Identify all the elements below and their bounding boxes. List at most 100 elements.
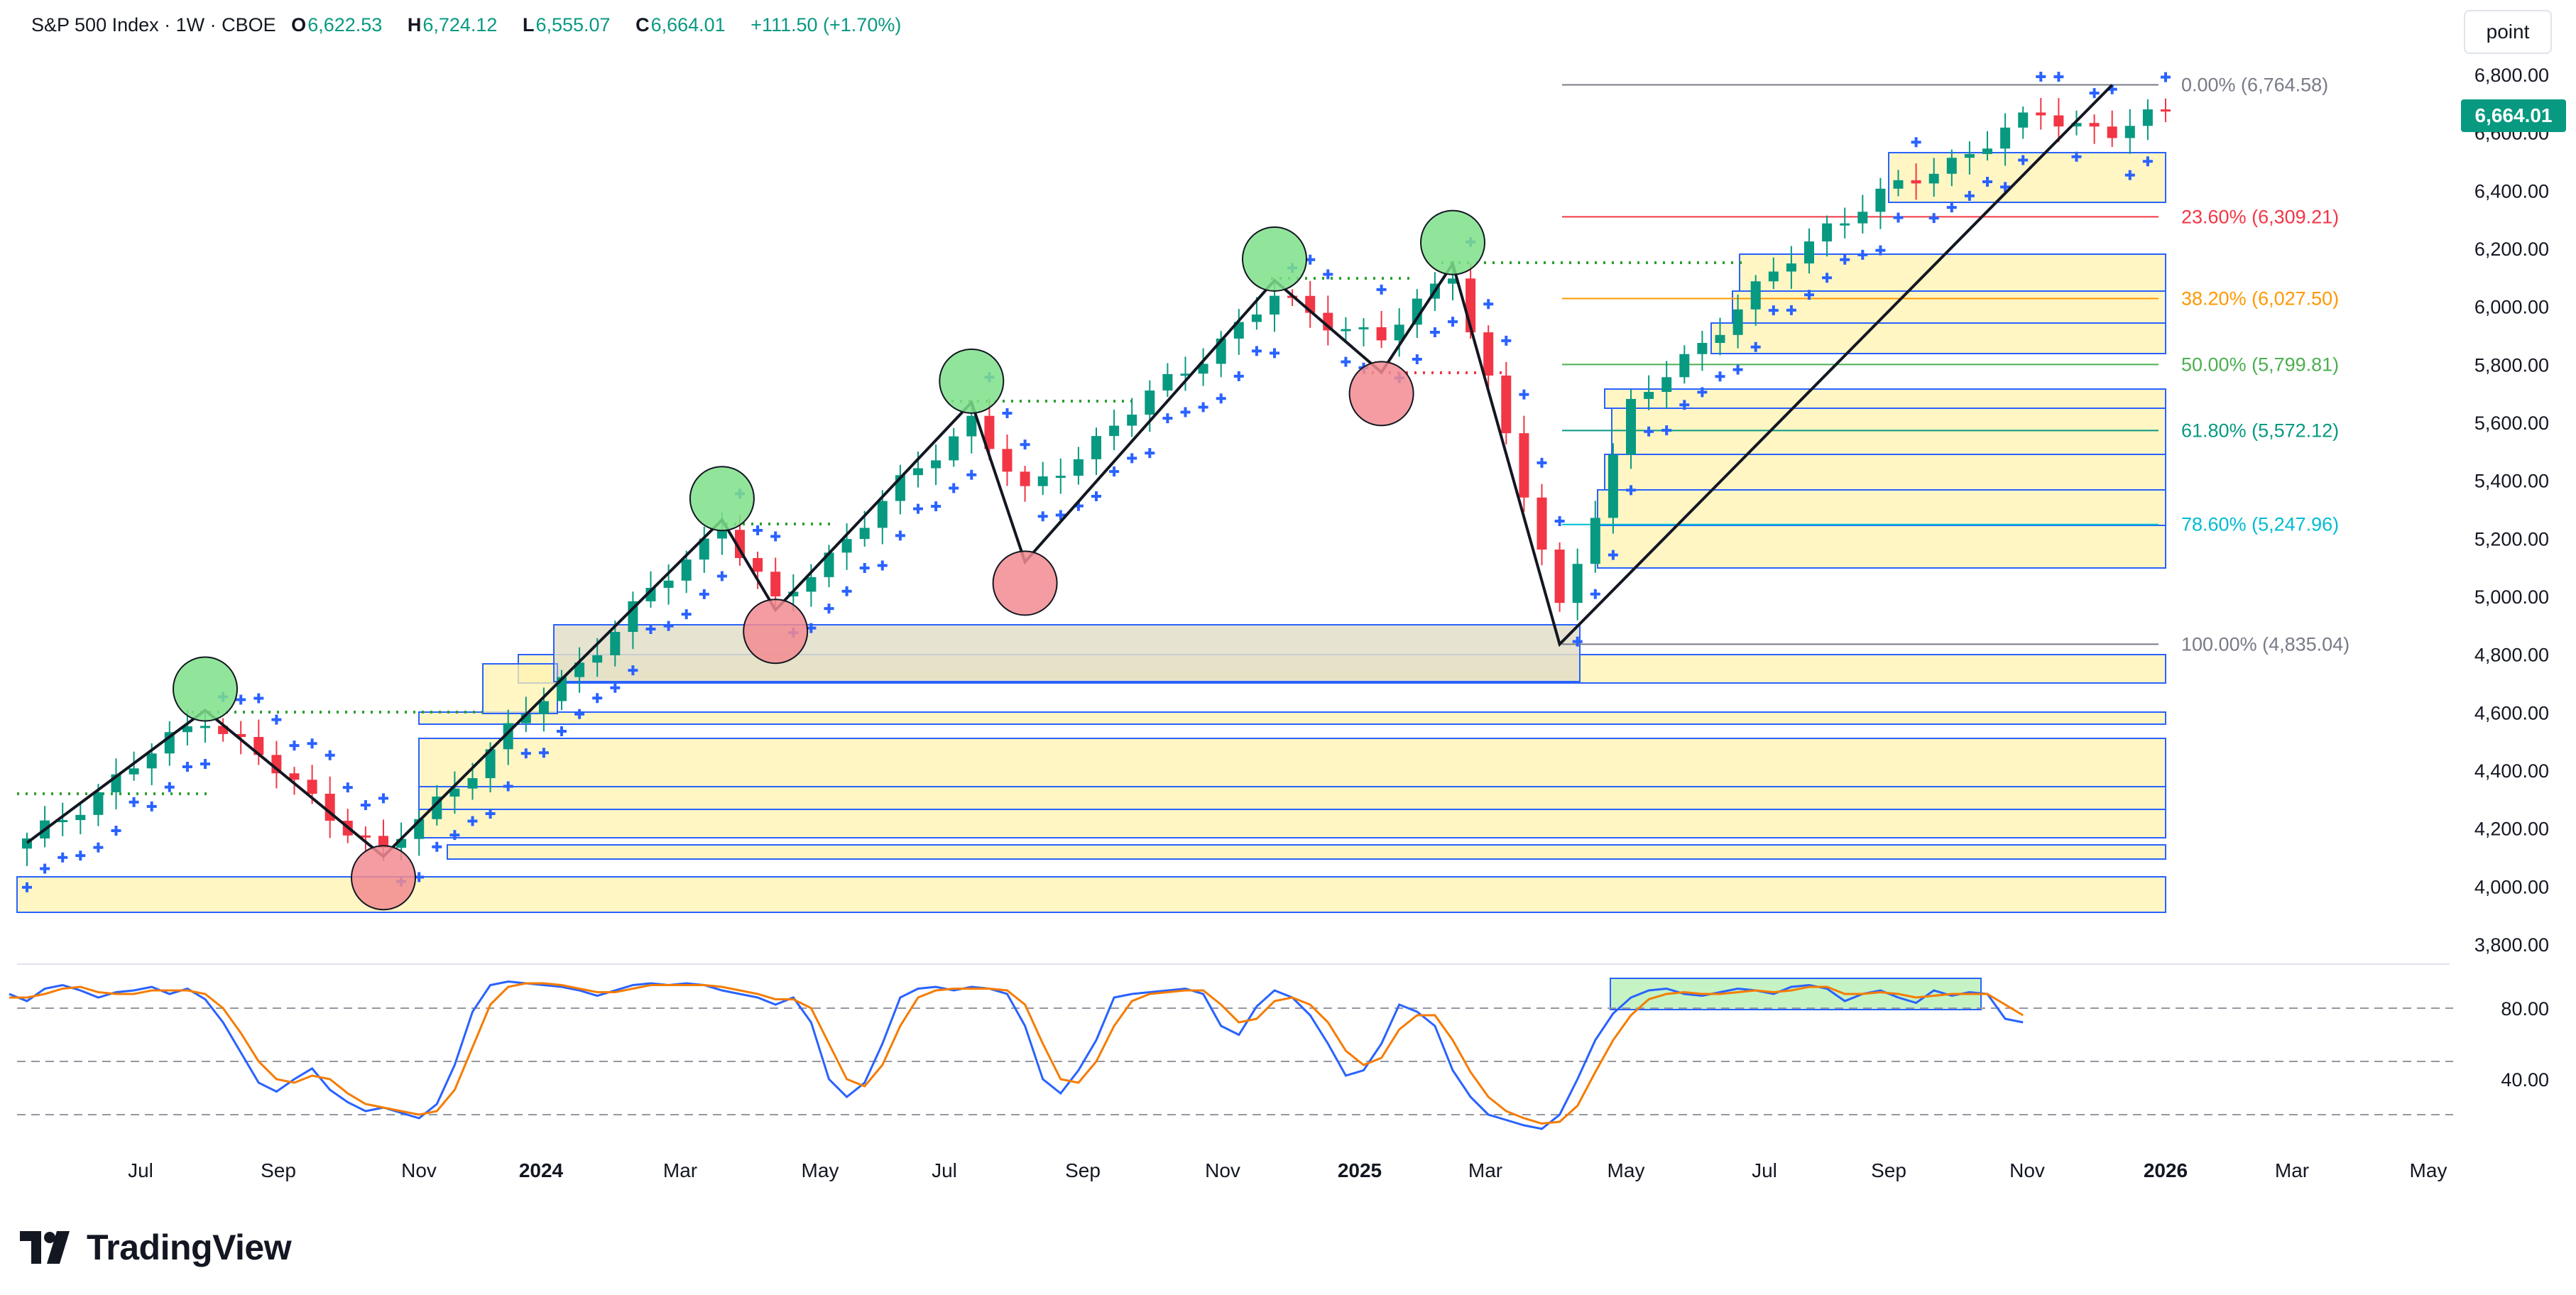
candle-body (1376, 327, 1387, 341)
price-tick-label: 6,000.00 (2474, 297, 2549, 318)
symbol-title: S&P 500 Index · 1W · CBOE (31, 14, 276, 35)
candle-body (271, 755, 282, 774)
time-tick-label: Jul (932, 1159, 957, 1181)
candle-body (1590, 518, 1600, 564)
price-tick-label: 5,200.00 (2474, 528, 2549, 550)
price-tick-label: 4,000.00 (2474, 876, 2549, 897)
candle-body (93, 792, 104, 815)
time-tick-label: Mar (663, 1159, 697, 1181)
zone-box (418, 809, 2166, 838)
price-tick-label: 4,200.00 (2474, 819, 2549, 840)
time-tick-label: Sep (1065, 1159, 1101, 1181)
psar-dot (1804, 290, 1814, 300)
candle-body (681, 559, 692, 581)
high-value: 6,724.12 (422, 14, 498, 35)
psar-dot (1697, 387, 1708, 398)
candle-body (467, 778, 478, 789)
psar-dot (1608, 550, 1618, 560)
psar-dot (1037, 511, 1048, 522)
psar-dot (503, 781, 513, 792)
price-tick-label: 6,800.00 (2474, 65, 2549, 86)
candle-body (2089, 123, 2100, 127)
psar-dot (1412, 354, 1422, 365)
candle-body (58, 820, 68, 823)
fib-label: 100.00% (4,835.04) (2181, 633, 2349, 655)
candle-body (1572, 564, 1583, 603)
candle-body (1786, 263, 1796, 272)
candle-body (129, 768, 139, 775)
psar-dot (966, 469, 977, 480)
psar-dot (1679, 400, 1690, 410)
psar-dot (1893, 212, 1904, 223)
psar-dot (1875, 245, 1886, 256)
candle-body (1768, 271, 1779, 282)
psar-dot (1198, 402, 1208, 412)
psar-dot (520, 748, 531, 759)
change-value: +111.50 (+1.70%) (751, 14, 902, 35)
zigzag-path (26, 84, 2114, 858)
candle-body (1394, 324, 1404, 341)
tradingview-logo[interactable]: TradingView (20, 1223, 292, 1272)
candle-body (699, 538, 709, 560)
zone-box (418, 786, 2166, 810)
psar-dot (1109, 466, 1120, 477)
zone-box (1710, 322, 2166, 354)
candle-body (1857, 212, 1868, 224)
psar-dot (1822, 273, 1833, 283)
price-tick-label: 5,600.00 (2474, 412, 2549, 434)
candle-body (485, 749, 496, 779)
psar-dot (2142, 156, 2153, 167)
zone-box (1611, 408, 2166, 455)
candle-body (1180, 373, 1191, 376)
time-tick-label: May (1608, 1159, 1645, 1181)
swing-low-marker (992, 550, 1058, 616)
candle-body (913, 468, 923, 476)
last-price-tag: 6,664.01 (2461, 99, 2566, 132)
fib-label: 78.60% (5,247.96) (2181, 514, 2339, 535)
candle-body (1946, 158, 1957, 174)
candle-body (859, 528, 870, 540)
time-tick-label: Mar (2275, 1159, 2309, 1181)
price-unit-button[interactable]: point (2464, 10, 2552, 54)
price-tick-label: 4,400.00 (2474, 760, 2549, 782)
candle-body (1002, 449, 1013, 472)
psar-dot (753, 525, 763, 535)
candle-body (1804, 241, 1814, 264)
psar-dot (1840, 254, 1850, 265)
psar-dot (1750, 341, 1761, 352)
candle-body (1233, 322, 1244, 339)
time-tick-label: 2024 (519, 1159, 564, 1181)
psar-dot (2053, 72, 2064, 82)
zone-box (553, 624, 1581, 682)
psar-dot (1429, 327, 1440, 337)
time-tick-label: 2025 (1338, 1159, 1382, 1181)
psar-dot (1448, 317, 1458, 327)
psar-dot (931, 501, 942, 512)
price-tick-label: 6,400.00 (2474, 180, 2549, 202)
psar-dot (1216, 393, 1226, 404)
psar-dot (307, 738, 317, 749)
candle-body (2053, 115, 2064, 127)
swing-markers (173, 209, 1485, 911)
candle-body (877, 501, 888, 528)
psar-dot (1251, 346, 1262, 356)
psar-dot (2071, 151, 2082, 162)
psar-dot (1768, 305, 1779, 316)
psar-dot (1644, 426, 1654, 437)
candle-body (610, 632, 621, 655)
candle-body (1270, 295, 1279, 315)
time-tick-label: 2026 (2144, 1159, 2188, 1181)
psar-dot (1982, 177, 1992, 187)
psar-dot (485, 809, 496, 819)
psar-dot (859, 562, 870, 573)
psar-dot (449, 830, 460, 841)
zone-box (447, 844, 2166, 860)
candle-body (2142, 109, 2153, 126)
psar-dot (1964, 190, 1975, 201)
psar-dot (1928, 213, 1939, 224)
time-tick-label: Nov (401, 1159, 437, 1181)
swing-high-marker (173, 656, 238, 722)
candle-body (1412, 298, 1422, 325)
psar-dot (22, 882, 32, 892)
